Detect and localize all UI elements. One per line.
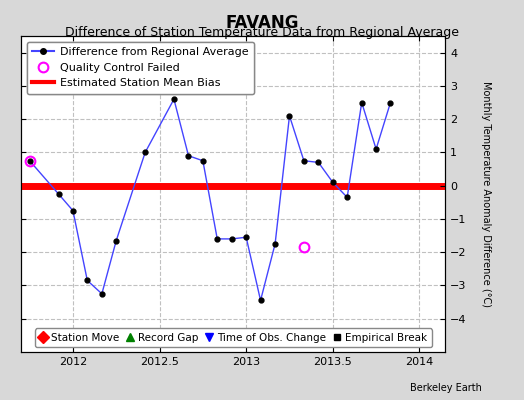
Legend: Station Move, Record Gap, Time of Obs. Change, Empirical Break: Station Move, Record Gap, Time of Obs. C… bbox=[35, 328, 432, 347]
Text: Difference of Station Temperature Data from Regional Average: Difference of Station Temperature Data f… bbox=[65, 26, 459, 39]
Text: Berkeley Earth: Berkeley Earth bbox=[410, 383, 482, 393]
Y-axis label: Monthly Temperature Anomaly Difference (°C): Monthly Temperature Anomaly Difference (… bbox=[481, 81, 490, 307]
Text: FAVANG: FAVANG bbox=[225, 14, 299, 32]
